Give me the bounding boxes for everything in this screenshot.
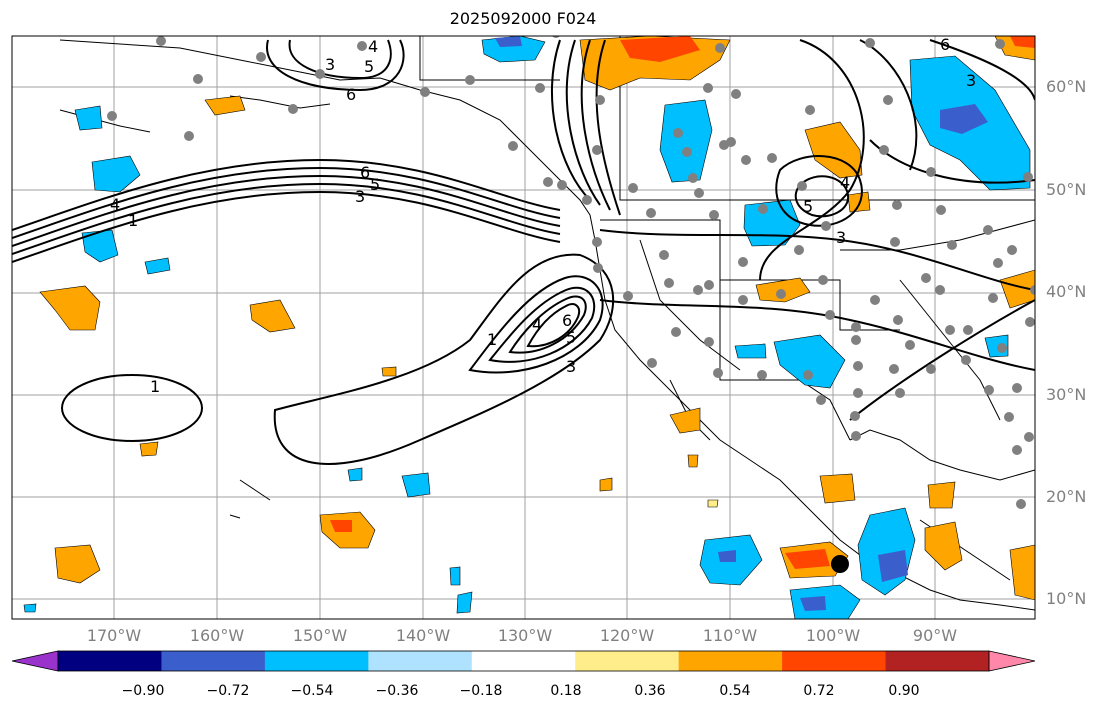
colorbar-bin	[264, 651, 369, 671]
colorbar-tick-label: −0.54	[290, 683, 334, 699]
contour-label: 6	[360, 163, 370, 182]
colorbar-tick-label: −0.18	[459, 683, 503, 699]
map-title: 2025092000 F024	[449, 9, 597, 28]
contour-label: 3	[566, 357, 576, 376]
contour-label: 4	[110, 195, 120, 214]
colorbar-bin	[782, 651, 887, 671]
lon-label: 110°W	[702, 626, 758, 645]
colorbar-tick-label: −0.72	[206, 683, 250, 699]
contour-label: 1	[150, 377, 160, 396]
lat-label: 20°N	[1046, 487, 1087, 506]
lon-label: 140°W	[395, 626, 451, 645]
lon-label: 130°W	[497, 626, 553, 645]
colorbar-tick-label: 0.18	[550, 683, 582, 699]
contour-label: 6	[346, 85, 356, 104]
contour-label: 4	[840, 173, 850, 192]
colorbar-bin	[58, 651, 162, 671]
contour-label: 5	[803, 197, 813, 216]
contour-label: 3	[355, 187, 365, 206]
lat-label: 10°N	[1046, 589, 1087, 608]
colorbar-tick-label: 0.90	[888, 683, 920, 699]
negative-anomalies	[23, 36, 1031, 619]
lat-label: 60°N	[1046, 77, 1087, 96]
colorbar-right-extension	[988, 650, 1036, 672]
map-frame	[11, 35, 1036, 620]
storm-center-marker	[831, 555, 849, 573]
contour-label: 6	[940, 35, 950, 54]
colorbar-bin	[885, 651, 990, 671]
lat-label: 40°N	[1046, 282, 1087, 301]
station-markers	[107, 36, 1035, 509]
colorbar-bin	[471, 651, 576, 671]
lat-label: 50°N	[1046, 180, 1087, 199]
contour-label: 1	[487, 330, 497, 349]
colorbar-bin	[368, 651, 473, 671]
contours	[12, 39, 1035, 465]
colorbar-bin	[678, 651, 783, 671]
contour-labels: 1 1 1 3 3 3 3 3 4 4 4 4 5 5 5 5 6 6 6 6	[110, 35, 976, 396]
contour-label: 5	[364, 57, 374, 76]
contour-label: 1	[128, 211, 138, 230]
contour-label: 6	[562, 311, 572, 330]
colorbar-left-extension	[11, 650, 59, 672]
colorbar-frame	[57, 650, 990, 672]
lon-label: 100°W	[805, 626, 861, 645]
colorbar-bin	[575, 651, 680, 671]
colorbar-tick-label: −0.90	[121, 683, 165, 699]
lon-label: 170°W	[86, 626, 142, 645]
lon-label: 90°W	[912, 626, 958, 645]
contour-label: 3	[966, 71, 976, 90]
colorbar-bin	[161, 651, 266, 671]
colorbar	[11, 650, 1036, 672]
contour-label: 3	[325, 55, 335, 74]
colorbar-bins	[58, 651, 990, 671]
contour-label: 5	[370, 175, 380, 194]
lon-label: 120°W	[599, 626, 655, 645]
lon-label: 160°W	[189, 626, 245, 645]
graticule	[12, 36, 1035, 619]
colorbar-tick-label: −0.36	[375, 683, 419, 699]
lon-label: 150°W	[292, 626, 348, 645]
colorbar-tick-label: 0.36	[634, 683, 666, 699]
colorbar-tick-label: 0.72	[803, 683, 835, 699]
contour-label: 3	[836, 228, 846, 247]
lat-label: 30°N	[1046, 385, 1087, 404]
contour-label: 4	[532, 315, 542, 334]
contour-label: 5	[566, 328, 576, 347]
colorbar-tick-label: 0.54	[719, 683, 751, 699]
contour-label: 4	[368, 37, 378, 56]
